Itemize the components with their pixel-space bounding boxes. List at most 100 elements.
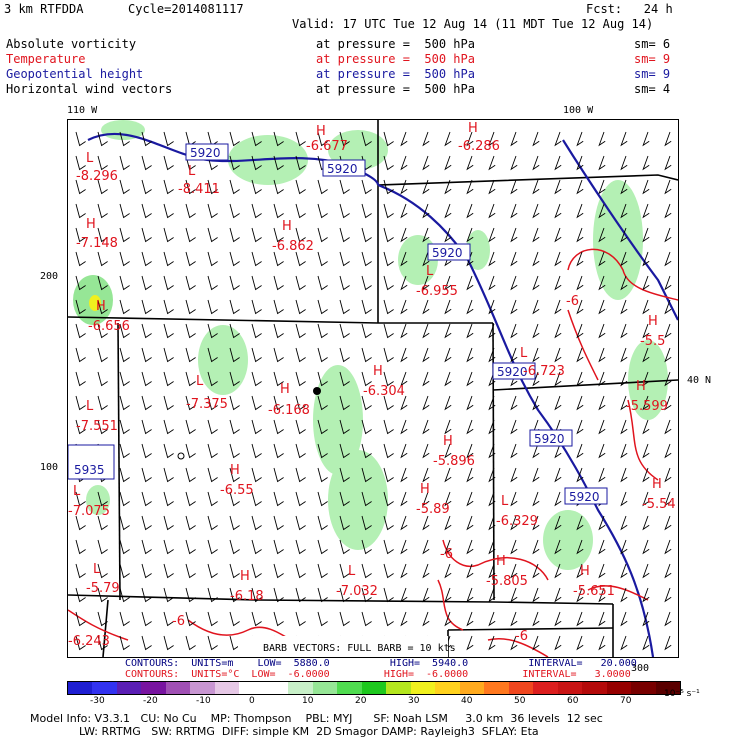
model-info-line1: Model Info: V3.3.1 CU: No Cu MP: Thompso…: [30, 712, 603, 725]
wind-barb: [576, 155, 584, 171]
wind-barb: [75, 611, 86, 627]
wind-barb: [466, 179, 474, 195]
wind-barb: [317, 371, 328, 387]
field-name-geopotential: Geopotential height: [6, 67, 144, 81]
wind-barb: [383, 155, 394, 171]
wind-barb: [317, 467, 328, 483]
wind-barb: [361, 515, 372, 531]
wind-barb: [251, 563, 262, 579]
svg-text:-7.148: -7.148: [76, 236, 118, 251]
wind-barb: [466, 347, 474, 363]
wind-barb: [444, 587, 452, 603]
field-name-wind: Horizontal wind vectors: [6, 82, 173, 96]
svg-text:H: H: [636, 379, 646, 394]
wind-barb: [466, 563, 474, 579]
wind-barb: [554, 347, 562, 363]
wind-barb: [532, 347, 540, 363]
wind-barb: [97, 131, 108, 147]
wind-barb: [400, 323, 408, 339]
svg-text:-6: -6: [172, 614, 185, 629]
wind-barb: [554, 635, 562, 651]
wind-barb: [141, 299, 152, 315]
wind-barb: [339, 611, 350, 627]
wind-barb: [119, 563, 130, 579]
wind-barb: [295, 203, 306, 219]
wind-barb: [642, 155, 650, 171]
colorbar-swatch: [312, 682, 338, 694]
wind-barb: [185, 611, 196, 627]
svg-text:-5.599: -5.599: [626, 399, 668, 414]
wind-barb: [576, 203, 584, 219]
wind-barb: [97, 611, 108, 627]
wind-barb: [466, 395, 474, 411]
svg-text:-5.79: -5.79: [86, 581, 120, 596]
wind-barb: [207, 347, 218, 363]
wind-barb: [361, 347, 372, 363]
wind-barb: [317, 299, 328, 315]
svg-text:-5.805: -5.805: [486, 574, 528, 589]
wind-barb: [598, 419, 606, 435]
colorbar-swatch: [116, 682, 142, 694]
wind-barb: [229, 611, 240, 627]
wind-barb: [141, 515, 152, 531]
field-sm-geopotential: sm= 9: [634, 67, 671, 81]
wind-barb: [75, 179, 86, 195]
wind-barb: [339, 515, 350, 531]
model-title: 3 km RTFDDA: [4, 2, 84, 16]
wind-barb: [532, 443, 540, 459]
wind-barb: [185, 587, 196, 603]
wind-barb: [251, 515, 262, 531]
wind-barb: [295, 467, 306, 483]
wind-barb: [185, 179, 196, 195]
wind-barb: [642, 491, 650, 507]
field-name-temperature: Temperature: [6, 52, 86, 66]
svg-text:H: H: [240, 569, 250, 584]
y-tick-200: 200: [40, 271, 59, 282]
svg-text:H: H: [420, 482, 430, 497]
wind-barb: [488, 635, 496, 651]
wind-barb: [400, 611, 408, 627]
colorbar-swatch: [582, 682, 607, 694]
wind-barb: [488, 251, 496, 267]
wind-barb: [295, 155, 306, 171]
colorbar-tick-label: -20: [143, 696, 158, 706]
vorticity-colorbar: [67, 681, 681, 695]
colorbar-swatch: [655, 682, 681, 694]
wind-barb: [361, 179, 372, 195]
model-info-line2: LW: RRTMG SW: RRTMG DIFF: simple KM 2D S…: [30, 725, 539, 738]
svg-text:-7.075: -7.075: [68, 504, 110, 519]
wind-barb: [576, 299, 584, 315]
wind-barb: [532, 251, 540, 267]
wind-barb: [141, 611, 152, 627]
wind-barb: [576, 515, 584, 531]
colorbar-tick-label: -10: [196, 696, 211, 706]
svg-text:-6: -6: [440, 547, 453, 562]
vorticity-max-yellow: [89, 295, 101, 311]
wind-barb: [598, 347, 606, 363]
wind-barb: [620, 179, 628, 195]
wind-barb: [532, 179, 540, 195]
colorbar-unit: 10⁻⁵ s⁻¹: [664, 689, 700, 699]
svg-text:H: H: [282, 219, 292, 234]
colorbar-swatch: [435, 682, 460, 694]
wind-barb: [97, 395, 108, 411]
wind-barb: [642, 443, 650, 459]
wind-barb: [554, 227, 562, 243]
wind-barb: [576, 635, 584, 651]
wind-barb: [383, 347, 394, 363]
svg-text:H: H: [373, 364, 383, 379]
wind-barb: [141, 203, 152, 219]
svg-text:-6.55: -6.55: [220, 483, 254, 498]
wind-barb: [488, 275, 496, 291]
station-ring: [177, 452, 185, 460]
wind-barb: [185, 299, 196, 315]
wind-barb: [273, 203, 284, 219]
svg-text:H: H: [316, 124, 326, 139]
wind-barb: [532, 539, 540, 555]
wind-barb: [642, 467, 650, 483]
colorbar-tick-label: -30: [90, 696, 105, 706]
wind-barb: [383, 443, 394, 459]
wind-barb: [251, 203, 262, 219]
wind-barb: [620, 251, 628, 267]
field-level-wind: at pressure = 500 hPa: [316, 82, 475, 96]
